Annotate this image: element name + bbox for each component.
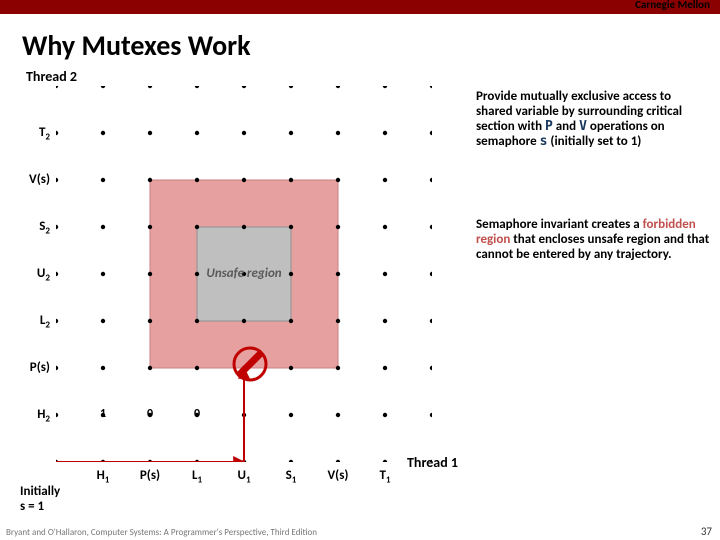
explanation-para-1: Provide mutually exclusive access to sha… [476,90,710,150]
y-label-U2_sub: U2 [16,266,50,284]
s-value-1: 0 [140,407,160,421]
unsafe-region-label: Unsafe region [197,266,291,281]
y-label-H2_sub: H2 [16,407,50,425]
explanation-para-2: Semaphore invariant creates a forbidden … [476,218,710,263]
progress-graph: Unsafe region [56,86,432,462]
thread1-label: Thread 1 [407,454,458,471]
x-label-T1_sub: T1 [365,468,405,486]
x-label-S1_sub: S1 [271,468,311,486]
brand-label: Carnegie Mellon [635,0,710,11]
y-label-L2_sub: L2 [16,313,50,331]
s-value-2: 0 [187,407,207,421]
page-title: Why Mutexes Work [22,28,251,63]
page-number: 37 [701,525,712,538]
x-label-L1_sub: L1 [177,468,217,486]
y-label-T2_sub: T2 [16,125,50,143]
thread2-label: Thread 2 [26,68,77,85]
x-label-P(s): P(s) [130,468,170,483]
x-label-V(s): V(s) [318,468,358,483]
top-bar [0,0,720,14]
y-label-P(s): P(s) [16,360,50,375]
x-label-U1_sub: U1 [224,468,264,486]
y-label-V(s): V(s) [16,172,50,187]
x-label-H1_sub: H1 [83,468,123,486]
s-value-0: 1 [93,407,113,421]
initially-label: Initiallys = 1 [20,484,80,514]
y-label-S2_sub: S2 [16,219,50,237]
footer-citation: Bryant and O'Hallaron, Computer Systems:… [6,527,317,538]
